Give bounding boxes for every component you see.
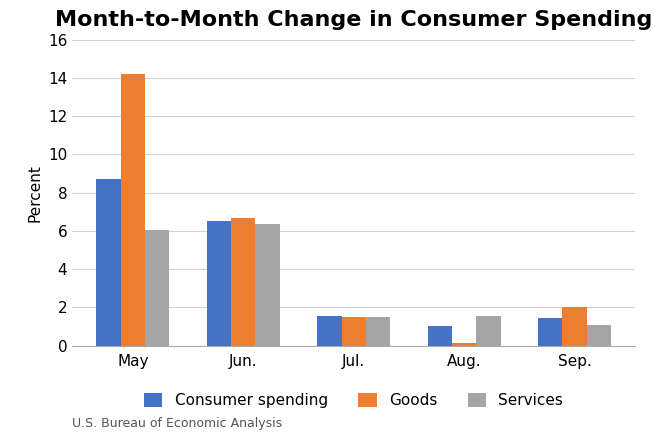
Bar xyxy=(231,218,255,346)
Bar xyxy=(121,74,145,346)
Bar xyxy=(587,325,611,346)
Text: U.S. Bureau of Economic Analysis: U.S. Bureau of Economic Analysis xyxy=(72,417,282,430)
Bar xyxy=(255,224,280,346)
Bar xyxy=(207,222,231,346)
Y-axis label: Percent: Percent xyxy=(28,164,43,222)
Bar xyxy=(145,230,169,346)
Bar xyxy=(452,343,476,346)
Bar xyxy=(476,316,500,346)
Bar xyxy=(96,179,121,346)
Bar xyxy=(366,317,390,346)
Title: Month-to-Month Change in Consumer Spending: Month-to-Month Change in Consumer Spendi… xyxy=(55,10,652,30)
Bar xyxy=(317,316,341,346)
Bar xyxy=(341,317,366,346)
Bar xyxy=(428,326,452,346)
Bar xyxy=(538,318,563,346)
Bar xyxy=(563,307,587,346)
Legend: Consumer spending, Goods, Services: Consumer spending, Goods, Services xyxy=(144,393,563,408)
